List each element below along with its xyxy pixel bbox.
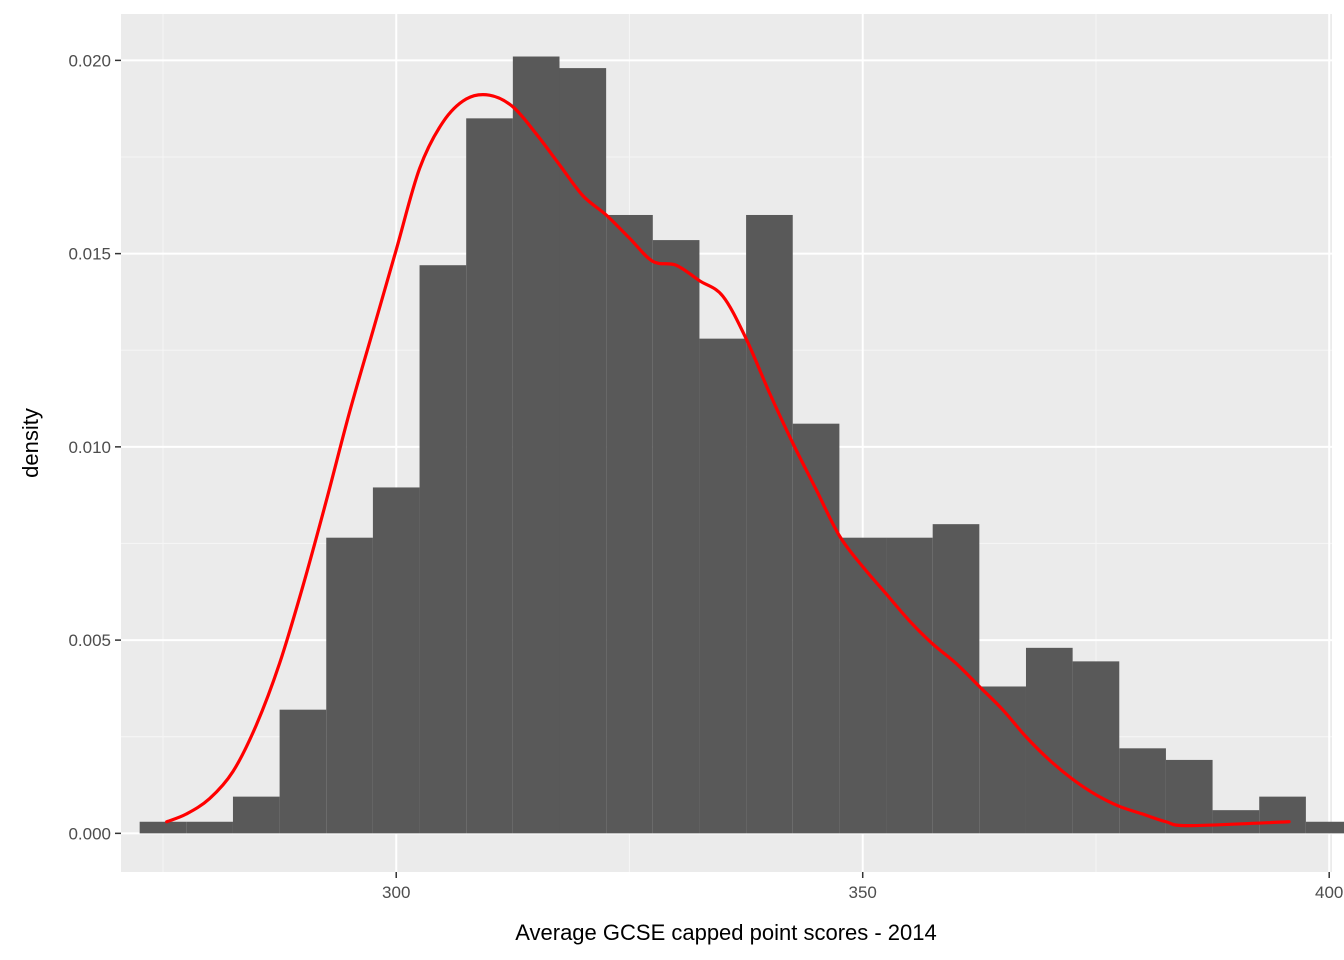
histogram-bar xyxy=(512,56,560,834)
x-tick-label: 350 xyxy=(849,883,877,902)
histogram-bar xyxy=(1259,796,1306,834)
histogram-bar xyxy=(372,487,420,834)
y-tick-label: 0.015 xyxy=(68,245,111,264)
x-axis-title: Average GCSE capped point scores - 2014 xyxy=(515,920,937,945)
histogram-bar xyxy=(886,537,933,834)
x-axis-ticks: 300 350 400 xyxy=(382,872,1343,902)
histogram-bar xyxy=(186,821,233,834)
histogram-bar xyxy=(1025,647,1073,834)
histogram-bar xyxy=(1212,810,1260,834)
histogram-bar xyxy=(1305,821,1344,834)
histogram-bar xyxy=(139,821,187,834)
x-tick-label: 300 xyxy=(382,883,410,902)
y-tick-label: 0.000 xyxy=(68,824,111,843)
y-axis-title: density xyxy=(18,408,43,478)
y-tick-label: 0.010 xyxy=(68,438,111,457)
x-tick-label: 400 xyxy=(1315,883,1343,902)
histogram-bar xyxy=(232,796,280,834)
density-curve xyxy=(165,92,1291,828)
histogram-bar xyxy=(559,68,607,834)
histogram-bar xyxy=(466,118,513,834)
histogram-bar xyxy=(606,214,653,834)
y-axis-ticks: 0.000 0.005 0.010 0.015 0.020 xyxy=(68,51,121,843)
histogram-bar xyxy=(326,537,373,834)
y-tick-label: 0.020 xyxy=(68,51,111,70)
histogram-bar xyxy=(699,338,747,834)
histogram-bar xyxy=(652,240,700,834)
histogram-bar xyxy=(1072,661,1120,834)
histogram-bar xyxy=(419,265,467,834)
histogram-bar xyxy=(279,709,327,834)
y-tick-label: 0.005 xyxy=(68,631,111,650)
histogram-bar xyxy=(839,537,887,834)
histogram-bar xyxy=(746,214,793,834)
histogram-bar xyxy=(1165,759,1213,834)
histogram-bar xyxy=(792,423,840,834)
